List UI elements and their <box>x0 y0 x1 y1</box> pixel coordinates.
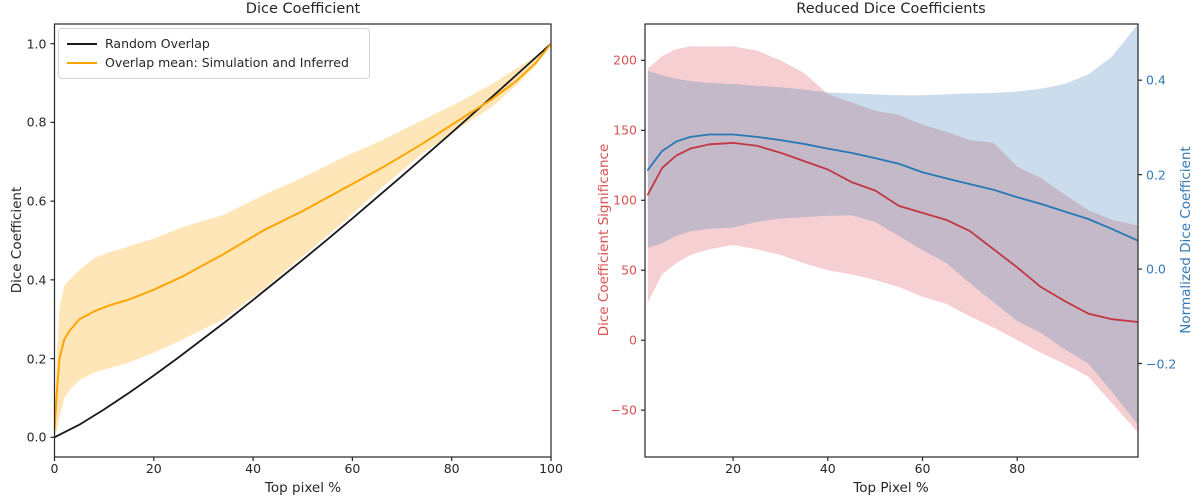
axes-spines <box>644 23 1139 458</box>
legend-item-overlap-mean: Overlap mean: Simulation and Inferred <box>67 53 359 72</box>
legend: Random Overlap Overlap mean: Simulation … <box>58 28 370 79</box>
overlap-std-band <box>54 43 551 438</box>
y-tick-label-right: −0.2 <box>1146 356 1177 371</box>
dice-coefficient-significance-line <box>646 142 1138 323</box>
y-tick-label: 50 <box>621 262 637 278</box>
significance-std-band <box>647 46 1138 433</box>
overlap-mean-simulation-and-inferred-line <box>54 42 551 431</box>
right-chart-plot-area <box>646 24 1138 433</box>
y-tick-label: 0.4 <box>26 272 47 288</box>
legend-line-sample-orange <box>67 61 97 64</box>
x-tick-label: 40 <box>245 461 262 476</box>
x-tick-label: 0 <box>50 461 59 476</box>
y-tick-label: 0.2 <box>26 351 47 367</box>
y-tick-label-right: 0.2 <box>1146 167 1166 183</box>
y-tick-label: 150 <box>613 122 637 138</box>
y-tick-label: 0.8 <box>26 114 47 130</box>
x-tick-label: 60 <box>344 461 361 476</box>
legend-line-sample-black <box>67 42 97 45</box>
y-tick-label: 0.6 <box>26 193 47 209</box>
left-chart-plot-area <box>54 42 551 439</box>
x-tick-label: 60 <box>914 461 931 476</box>
y-tick-label: 0 <box>629 332 637 348</box>
right-chart-ylabel-left: Dice Coefficient Significance <box>596 143 612 337</box>
y-tick-label: −50 <box>610 402 637 418</box>
x-tick-label: 80 <box>1009 461 1026 476</box>
left-chart-title: Dice Coefficient <box>245 1 361 17</box>
x-tick-label: 20 <box>145 461 162 476</box>
normalized-dice-std-band <box>647 24 1138 425</box>
right-chart-title: Reduced Dice Coefficients <box>796 1 986 17</box>
y-tick-label: 0.0 <box>26 429 47 445</box>
x-tick-label: 80 <box>443 461 460 476</box>
right-chart-ylabel-right: Normalized Dice Coefficient <box>1178 146 1194 334</box>
y-tick-label: 200 <box>613 52 637 68</box>
axes-spines <box>53 23 552 458</box>
y-tick-label: 100 <box>613 192 637 208</box>
random-overlap-line <box>54 42 551 439</box>
x-tick-label: 100 <box>539 461 563 476</box>
x-tick-label: 20 <box>725 461 742 476</box>
legend-label: Random Overlap <box>105 36 210 51</box>
x-tick-label: 40 <box>819 461 836 476</box>
legend-item-random-overlap: Random Overlap <box>67 34 359 53</box>
legend-label: Overlap mean: Simulation and Inferred <box>105 55 349 70</box>
left-chart-xlabel: Top pixel % <box>264 480 342 496</box>
right-chart-xlabel: Top Pixel % <box>853 480 929 496</box>
y-tick-label: 1.0 <box>26 36 47 52</box>
y-tick-label-right: 0.0 <box>1146 261 1166 277</box>
y-tick-label-right: 0.4 <box>1146 72 1166 88</box>
normalized-dice-coefficient-line <box>646 133 1138 242</box>
left-chart-ylabel: Dice Coefficient <box>9 186 25 294</box>
